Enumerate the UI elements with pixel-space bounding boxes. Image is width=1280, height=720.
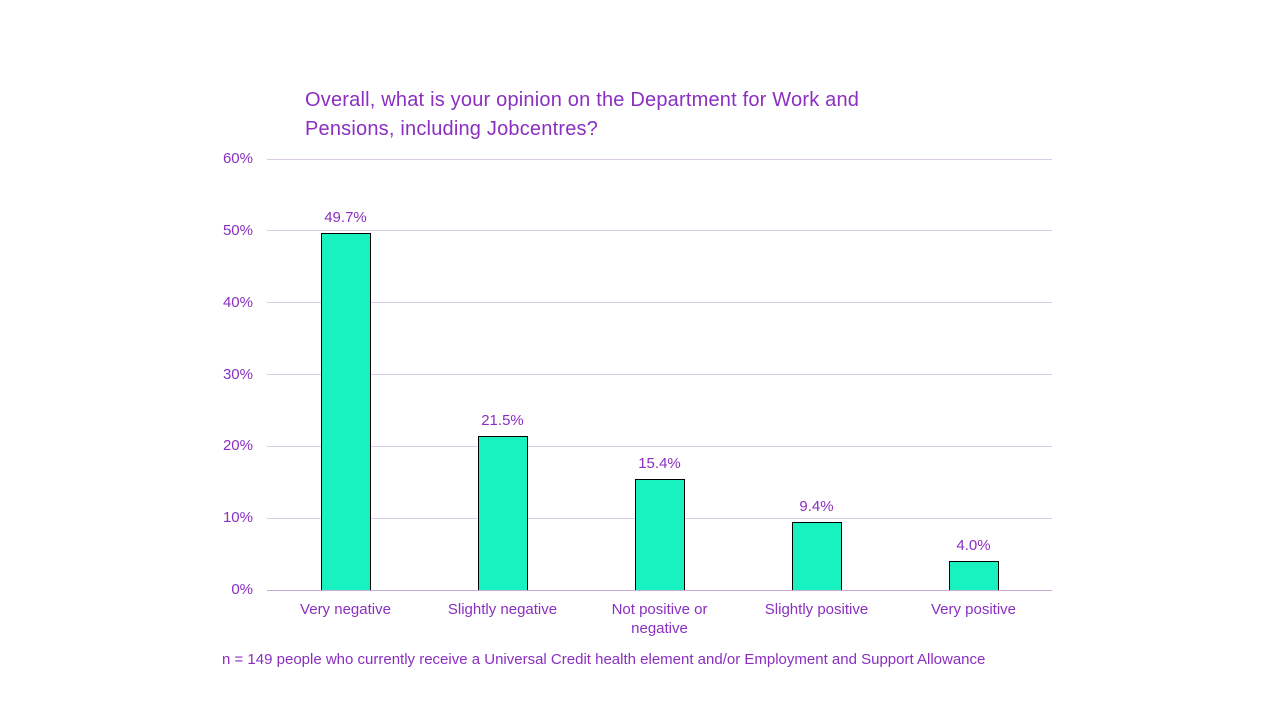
gridline-30 [267, 374, 1052, 375]
plot-area: 0% 10% 20% 30% 40% 50% 60% 49.7% Very negative 21… [223, 150, 1052, 637]
x-category-label-5: Very positive [930, 601, 1017, 618]
chart-title-line-1: Overall, what is your opinion on the Dep… [305, 89, 860, 111]
x-category-label-4: Slightly positive [764, 601, 869, 618]
chart-title-line-2: Pensions, including Jobcentres? [305, 118, 599, 140]
gridline-40 [267, 302, 1052, 304]
chart-footnote: n = 149 people who currently receive a U… [222, 651, 986, 668]
bar-5 [948, 561, 999, 590]
y-tick-label-60: 60% [222, 150, 253, 167]
x-category-label-1: Very negative [300, 601, 391, 618]
x-category-label-3: Not positive or negative [611, 601, 708, 637]
y-tick-label-10: 10% [222, 509, 253, 527]
y-tick-label-20: 20% [222, 437, 253, 455]
bar-value-label-3: 15.4% [638, 455, 681, 473]
y-tick-label-0: 0% [231, 581, 253, 598]
gridline-0 [267, 589, 1052, 591]
bar-1 [320, 233, 371, 590]
bar-value-label-2: 21.5% [481, 411, 524, 429]
gridline-20 [267, 445, 1052, 447]
x-category-label-2: Slightly negative [447, 601, 558, 618]
y-tick-label-40: 40% [222, 293, 253, 311]
chart-title: Overall, what is your opinion on the Dep… [305, 86, 1005, 144]
gridline-60 [267, 158, 1052, 160]
bar-value-label-1: 49.7% [324, 209, 367, 226]
bar-4 [791, 522, 842, 590]
bar-2 [477, 435, 528, 590]
bar-value-label-4: 9.4% [799, 498, 834, 516]
y-tick-label-30: 30% [222, 365, 253, 383]
y-tick-label-50: 50% [222, 221, 253, 239]
bar-3 [634, 479, 685, 590]
gridline-50 [267, 230, 1052, 232]
bar-value-label-5: 4.0% [956, 537, 991, 555]
